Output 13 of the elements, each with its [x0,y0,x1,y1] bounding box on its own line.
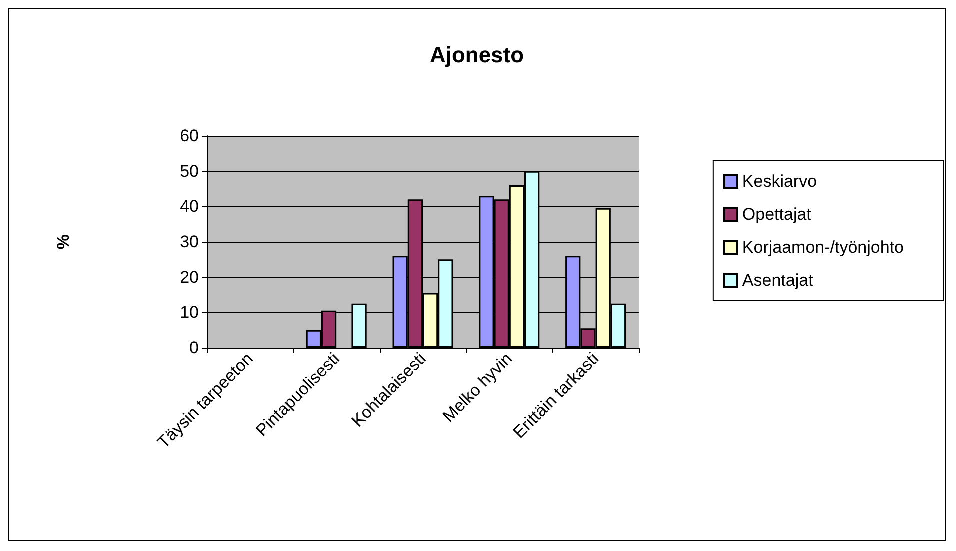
chart-title: Ajonesto [430,42,524,68]
legend-label: Korjaamon-/työnjohto [742,238,904,257]
legend-label: Opettajat [742,205,812,224]
y-tick-label: 50 [180,162,199,181]
y-tick-label: 10 [180,303,199,322]
y-axis-title: % [54,234,73,250]
y-tick-label: 40 [180,197,199,216]
legend-label: Keskiarvo [742,172,818,191]
y-tick-label: 30 [180,232,199,252]
y-tick-label: 0 [190,338,199,358]
y-tick-label: 60 [180,126,199,146]
legend-label: Asentajat [742,271,814,290]
y-tick-label: 20 [180,268,199,287]
